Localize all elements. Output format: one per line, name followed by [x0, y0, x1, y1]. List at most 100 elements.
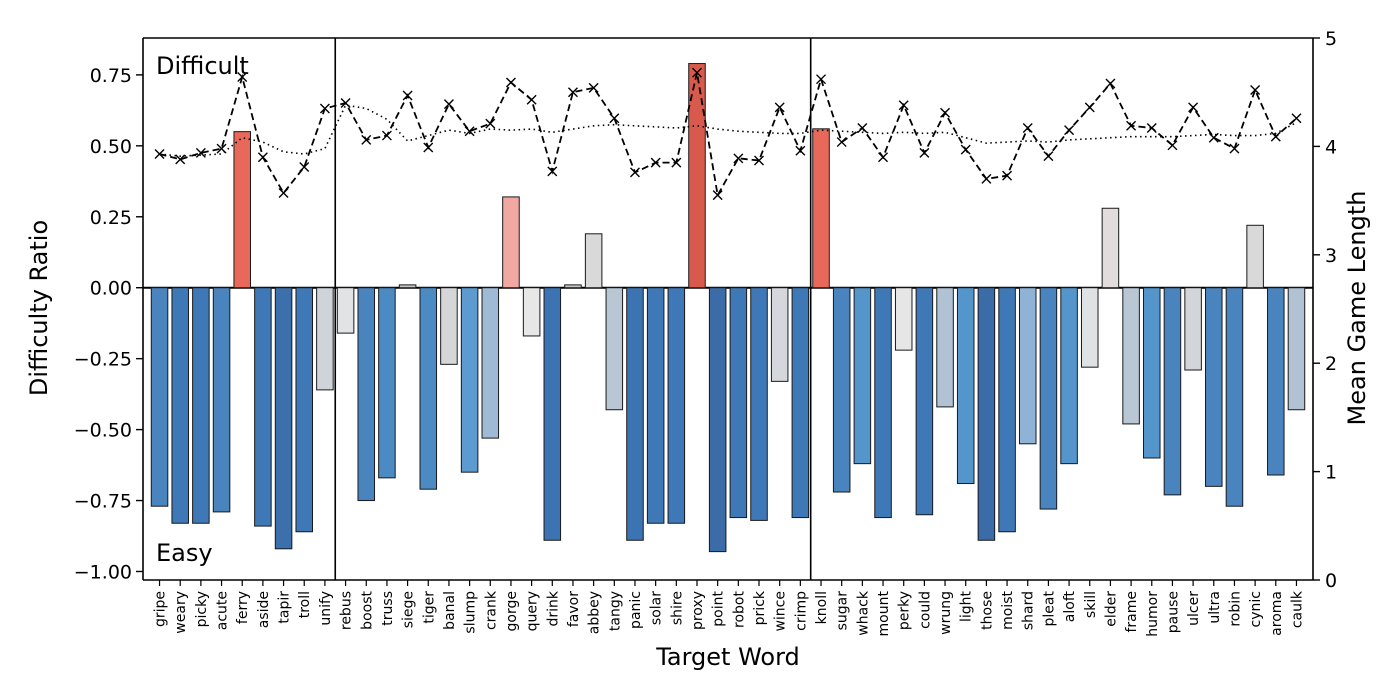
bar-tiger	[419, 287, 438, 490]
bar-weary	[171, 287, 189, 524]
y2-tick-label: 3	[1325, 245, 1337, 267]
marker-pleat	[1043, 151, 1054, 162]
marker-abbey	[588, 82, 599, 93]
x-tick-label: truss	[380, 591, 396, 626]
x-tick-label: aroma	[1269, 591, 1285, 636]
marker-tangy	[609, 113, 620, 124]
y2-tick-label: 2	[1325, 353, 1337, 375]
x-tick-label: sugar	[835, 591, 851, 631]
x-tick-label: tangy	[607, 591, 623, 631]
bar-drink	[543, 287, 562, 541]
axes-layer	[136, 37, 1320, 586]
bar-gorge	[502, 196, 520, 289]
bar-solar	[646, 287, 665, 524]
x-tick-label: ferry	[235, 591, 251, 624]
marker-boost	[361, 134, 372, 145]
bar-prick	[750, 287, 768, 521]
marker-aroma	[1270, 131, 1281, 142]
x-tick-label: unify	[318, 591, 334, 626]
bars-layer	[150, 63, 1306, 553]
marker-crimp	[795, 145, 806, 156]
x-tick-label: light	[959, 590, 975, 622]
bar-picky	[192, 287, 210, 524]
x-tick-label: moist	[1000, 591, 1016, 630]
bar-skill	[1080, 287, 1099, 368]
y-tick-label: 0.50	[90, 136, 132, 158]
bar-aside	[254, 287, 272, 527]
marker-truss	[381, 130, 392, 141]
bar-boost	[357, 287, 376, 502]
x-tick-label: crank	[483, 590, 499, 630]
marker-weary	[175, 154, 186, 165]
bar-pause	[1163, 287, 1182, 496]
marker-pause	[1167, 140, 1178, 151]
marker-aside	[257, 152, 268, 163]
x-tick-label: boost	[359, 591, 375, 630]
marker-ultra	[1208, 132, 1219, 143]
x-tick-label: troll	[297, 591, 313, 618]
bar-robin	[1225, 287, 1244, 507]
marker-banal	[443, 99, 454, 110]
marker-panic	[629, 167, 640, 178]
bar-point	[708, 287, 727, 553]
bar-query	[522, 287, 541, 337]
x-tick-label: ultra	[1207, 591, 1223, 624]
x-tick-label: knoll	[814, 591, 830, 624]
x-tick-label: abbey	[587, 591, 603, 634]
marker-point	[712, 190, 723, 201]
x-tick-label: shire	[669, 591, 685, 625]
bar-those	[977, 287, 996, 541]
bar-robot	[729, 287, 748, 519]
bar-could	[915, 287, 934, 516]
bar-ultra	[1205, 287, 1223, 487]
easy-annotation: Easy	[156, 539, 213, 567]
marker-crank	[485, 118, 496, 129]
bar-tapir	[274, 287, 293, 550]
bar-rebus	[336, 287, 355, 334]
marker-humor	[1146, 122, 1157, 133]
marker-perky	[898, 100, 909, 111]
marker-robot	[733, 153, 744, 164]
bar-cynic	[1246, 224, 1264, 289]
y-tick-label: −1.00	[74, 561, 132, 583]
marker-wince	[774, 102, 785, 113]
x-tick-label: point	[711, 591, 727, 627]
x-tick-label: drink	[545, 590, 561, 626]
y2-tick-label: 4	[1325, 136, 1337, 158]
x-tick-label: crimp	[793, 591, 809, 631]
x-tick-label: mount	[876, 591, 892, 637]
bar-knoll	[812, 128, 830, 289]
bar-moist	[998, 287, 1016, 533]
marker-picky	[195, 147, 206, 158]
bar-shard	[1018, 287, 1037, 445]
bar-pleat	[1039, 287, 1058, 510]
marker-gripe	[154, 148, 165, 159]
marker-acute	[216, 143, 227, 154]
y2-axis-title: Mean Game Length	[1343, 191, 1371, 426]
marker-sugar	[836, 137, 847, 148]
bar-elder	[1101, 207, 1120, 289]
bar-frame	[1122, 287, 1140, 425]
bar-ulcer	[1184, 287, 1202, 371]
bar-aroma	[1267, 287, 1285, 476]
x-tick-label: skill	[1083, 591, 1099, 618]
x-tick-label: favor	[566, 591, 582, 627]
marker-cynic	[1250, 85, 1261, 96]
mean-game-length-line	[159, 72, 1298, 198]
x-tick-label: wrung	[938, 591, 954, 635]
marker-knoll	[816, 74, 827, 85]
x-tick-label: tapir	[277, 591, 293, 624]
x-tick-label: elder	[1103, 591, 1119, 627]
marker-robin	[1229, 143, 1240, 154]
marker-aloft	[1064, 125, 1075, 136]
bar-slump	[460, 287, 479, 473]
y-tick-label: −0.50	[74, 420, 132, 442]
x-tick-label: robot	[731, 591, 747, 628]
running-mean-line	[159, 104, 1297, 157]
x-tick-label: banal	[442, 591, 458, 630]
bar-aloft	[1060, 287, 1078, 465]
marker-whack	[857, 122, 868, 133]
marker-those	[981, 173, 992, 184]
x-tick-label: picky	[194, 591, 210, 627]
